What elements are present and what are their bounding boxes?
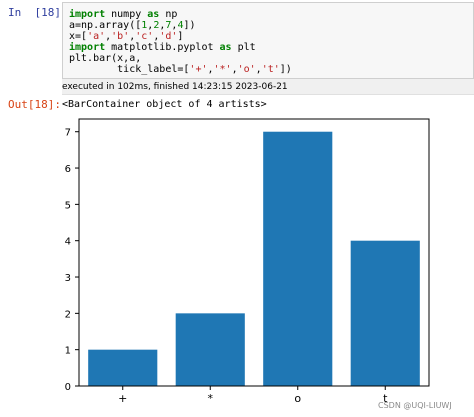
y-tick-label-7: 7	[65, 128, 71, 139]
y-tick-label-4: 4	[65, 237, 71, 248]
output-prompt: Out[18]:	[8, 98, 61, 111]
bar-0	[88, 349, 158, 386]
code-line-4: import matplotlib.pyplot as plt	[69, 42, 256, 53]
code-cell[interactable]: import numpy as np a=np.array([1,2,7,4])…	[62, 2, 474, 79]
plot-frame	[78, 118, 430, 387]
input-prompt: In [18]:	[8, 6, 68, 19]
x-tick-label-2: o	[294, 392, 301, 405]
bar-2	[263, 131, 333, 386]
y-tick-label-3: 3	[65, 273, 71, 284]
bar-3	[350, 240, 420, 386]
execution-status: executed in 102ms, finished 14:23:15 202…	[62, 79, 474, 95]
x-tick-label-3: t	[383, 392, 388, 405]
x-tick-label-0: +	[118, 392, 127, 405]
code-line-5: plt.bar(x,a,	[69, 53, 142, 64]
code-line-3: x=['a','b','c','d']	[69, 31, 184, 42]
code-line-2: a=np.array([1,2,7,4])	[69, 20, 196, 31]
output-text: <BarContainer object of 4 artists>	[62, 99, 267, 110]
y-tick-label-5: 5	[65, 200, 71, 211]
y-tick-label-2: 2	[65, 309, 71, 320]
y-tick-label-1: 1	[65, 346, 71, 357]
watermark: CSDN @UQI-LIUWJ	[378, 401, 452, 410]
bar-1	[175, 313, 245, 386]
y-tick-label-6: 6	[65, 164, 71, 175]
x-tick-label-1: *	[208, 392, 214, 405]
code-line-1: import numpy as np	[69, 9, 178, 20]
y-tick-label-0: 0	[65, 382, 71, 393]
code-line-6: tick_label=['+','*','o','t'])	[69, 64, 292, 75]
